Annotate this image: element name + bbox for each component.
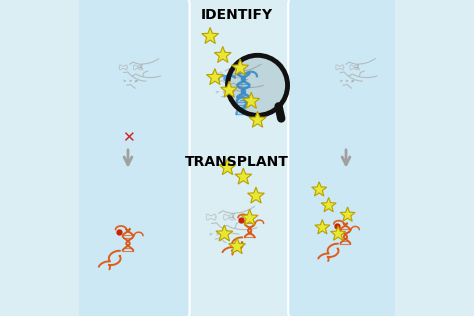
FancyArrowPatch shape <box>210 234 212 235</box>
FancyArrowPatch shape <box>216 91 219 93</box>
Polygon shape <box>321 198 336 212</box>
FancyArrowPatch shape <box>135 80 137 82</box>
FancyArrowPatch shape <box>129 80 131 82</box>
Text: TRANSPLANT: TRANSPLANT <box>185 155 289 169</box>
Polygon shape <box>315 220 330 234</box>
FancyArrowPatch shape <box>217 234 219 235</box>
Polygon shape <box>232 59 248 75</box>
FancyArrowPatch shape <box>224 234 226 235</box>
Polygon shape <box>219 159 236 175</box>
Text: IDENTIFY: IDENTIFY <box>201 8 273 22</box>
FancyArrowPatch shape <box>230 91 233 93</box>
FancyArrowPatch shape <box>352 80 354 82</box>
Polygon shape <box>235 168 252 184</box>
Polygon shape <box>330 226 346 240</box>
Polygon shape <box>221 81 237 97</box>
Polygon shape <box>243 92 260 108</box>
Polygon shape <box>311 182 327 196</box>
Polygon shape <box>214 46 231 63</box>
FancyArrowPatch shape <box>346 80 348 82</box>
Polygon shape <box>249 111 266 127</box>
FancyBboxPatch shape <box>288 0 401 316</box>
Polygon shape <box>202 27 219 44</box>
FancyBboxPatch shape <box>76 0 190 316</box>
Text: ✕: ✕ <box>122 130 134 145</box>
FancyArrowPatch shape <box>340 80 342 82</box>
Polygon shape <box>340 207 355 221</box>
Polygon shape <box>228 238 246 254</box>
FancyArrowPatch shape <box>223 91 226 93</box>
FancyArrowPatch shape <box>124 80 126 82</box>
Polygon shape <box>247 187 264 203</box>
Circle shape <box>229 57 286 114</box>
Polygon shape <box>241 209 258 225</box>
Polygon shape <box>207 69 223 85</box>
Polygon shape <box>216 225 233 241</box>
